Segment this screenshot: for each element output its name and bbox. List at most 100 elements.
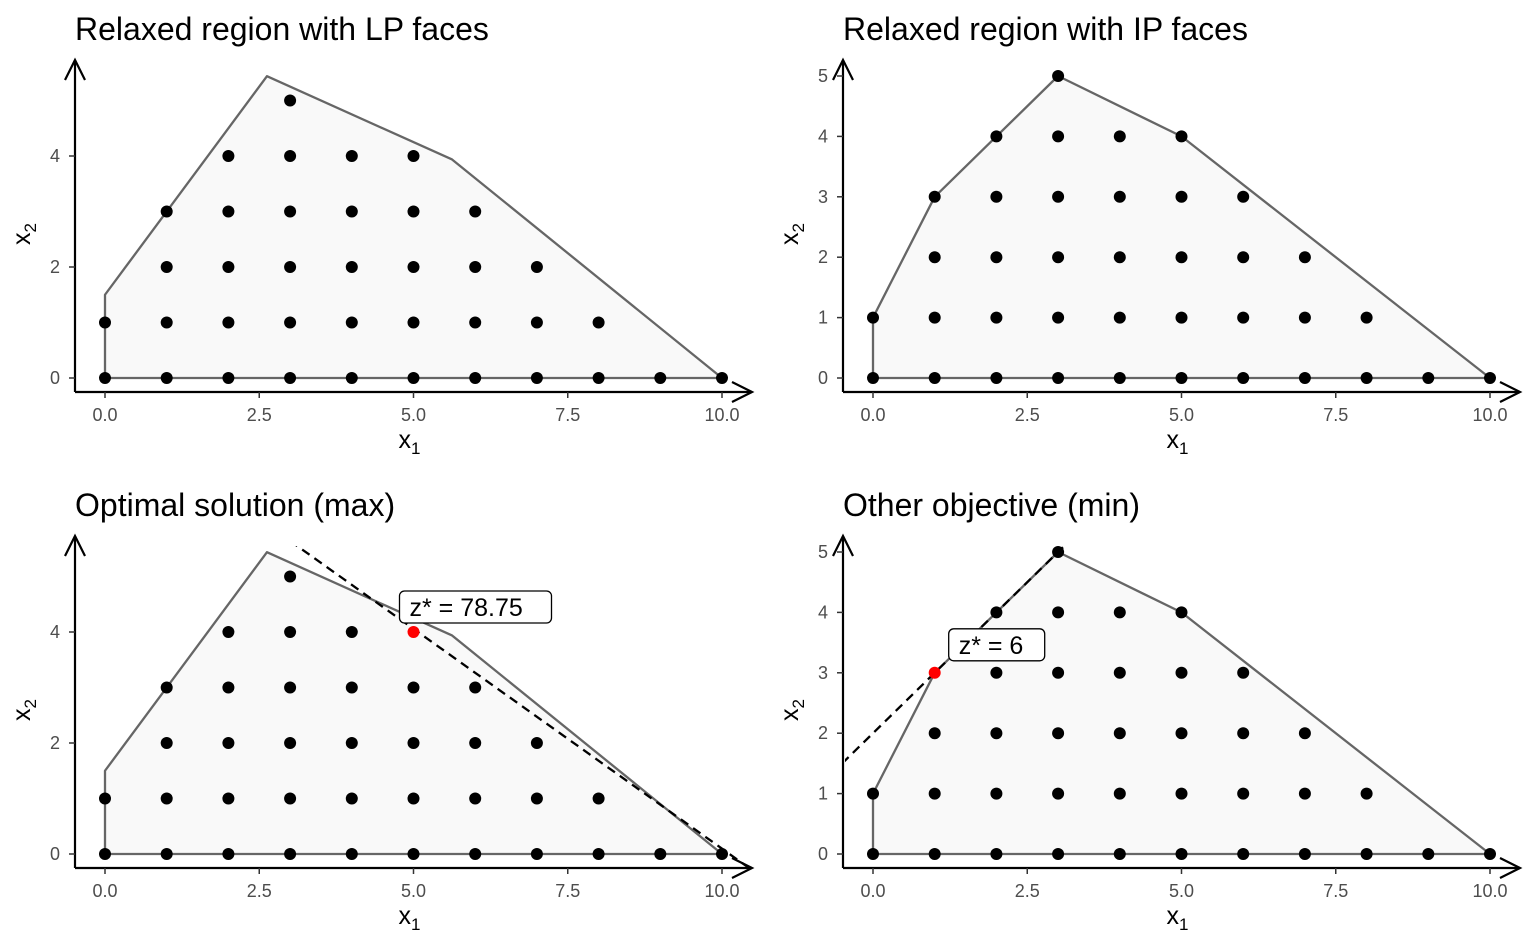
label-box	[948, 628, 1046, 662]
y-axis-arrow	[64, 57, 86, 81]
lattice-point	[530, 372, 543, 384]
lattice-point	[407, 681, 420, 694]
lattice-point	[1422, 372, 1435, 384]
x-tick-label: 0.0	[92, 405, 117, 425]
lattice-point	[1360, 311, 1373, 324]
lattice-point	[928, 372, 941, 384]
lattice-point	[222, 626, 235, 638]
y-axis-arrow	[832, 57, 854, 81]
lattice-point	[345, 372, 358, 384]
lattice-point	[284, 626, 297, 638]
lattice-point	[990, 251, 1003, 264]
lattice-point	[345, 626, 358, 638]
lattice-point	[222, 848, 235, 860]
lattice-point	[160, 737, 173, 749]
x-tick-label: 10.0	[704, 881, 739, 901]
lattice-point	[1052, 606, 1065, 619]
lattice-point	[222, 316, 235, 329]
lattice-point	[990, 311, 1003, 324]
lattice-point	[222, 150, 235, 162]
lattice-point	[1052, 130, 1065, 143]
lattice-point	[469, 316, 482, 329]
lattice-point	[407, 792, 420, 805]
lattice-point	[469, 261, 482, 273]
lattice-point	[1237, 666, 1250, 679]
lattice-point	[928, 311, 941, 324]
lattice-point	[160, 681, 173, 694]
lattice-point	[284, 848, 297, 860]
lattice-point	[1052, 251, 1065, 264]
lattice-point	[1298, 251, 1311, 264]
x-axis-label-subscript: 1	[411, 439, 420, 458]
lattice-point	[1298, 311, 1311, 324]
lattice-point	[1484, 848, 1496, 860]
lattice-point	[867, 372, 879, 384]
lattice-point	[99, 848, 111, 860]
lattice-point	[1237, 848, 1250, 860]
x-axis-label-subscript: 1	[1179, 915, 1188, 934]
y-tick-label: 4	[818, 126, 828, 146]
lattice-point	[160, 261, 173, 273]
lattice-point	[99, 792, 111, 805]
x-axis-arrow	[1499, 381, 1523, 403]
lattice-point	[530, 848, 543, 860]
optimal-point	[928, 666, 941, 679]
x-axis-label-main: x	[399, 426, 412, 454]
lattice-point	[1113, 606, 1126, 619]
x-tick-label: 5.0	[401, 405, 426, 425]
feasible-region	[103, 75, 724, 380]
y-tick-label: 5	[818, 542, 828, 562]
lattice-point	[160, 205, 173, 218]
y-tick-label: 0	[50, 368, 60, 388]
objective-line	[845, 546, 1066, 763]
label-text: z* = 6	[959, 632, 1024, 660]
lattice-point	[160, 372, 173, 384]
x-tick-label: 10.0	[1472, 405, 1507, 425]
y-tick-label: 3	[818, 663, 828, 683]
lattice-point	[1237, 787, 1250, 800]
x-tick-label: 7.5	[555, 881, 580, 901]
y-tick-label: 4	[50, 146, 60, 166]
lattice-point	[284, 372, 297, 384]
lattice-point	[1360, 848, 1373, 860]
lattice-point	[1113, 372, 1126, 384]
lattice-point	[407, 261, 420, 273]
lattice-point	[1113, 666, 1126, 679]
optimal-value-label: z* = 78.75	[398, 590, 553, 624]
lattice-point	[867, 787, 879, 800]
lattice-point	[1052, 666, 1065, 679]
lattice-point	[867, 848, 879, 860]
lattice-point	[1175, 190, 1188, 203]
lattice-point	[928, 251, 941, 264]
x-tick-label: 5.0	[401, 881, 426, 901]
feasible-region	[871, 550, 1492, 856]
y-tick-label: 0	[50, 844, 60, 864]
x-tick-label: 0.0	[860, 405, 885, 425]
panel-4: Other objective (min) 0.0 2.5 5.0 7.5 10.0 0 1 2…	[776, 487, 1523, 934]
lattice-point	[530, 261, 543, 273]
lattice-point	[1052, 848, 1065, 860]
x-tick-label: 2.5	[1015, 405, 1040, 425]
lattice-point	[1113, 311, 1126, 324]
panel-2: Relaxed region with IP faces 0.0 2.5 5.0 7.5…	[776, 11, 1523, 458]
lattice-point	[345, 792, 358, 805]
x-axis-label: x1	[399, 426, 421, 458]
x-tick-label: 5.0	[1169, 881, 1194, 901]
lattice-point	[284, 316, 297, 329]
x-axis-label-subscript: 1	[411, 915, 420, 934]
lattice-point	[1237, 190, 1250, 203]
lattice-point	[284, 205, 297, 218]
x-axis-label-main: x	[1167, 902, 1180, 930]
y-tick-label: 2	[50, 733, 60, 753]
lattice-point	[469, 737, 482, 749]
x-axis-label-main: x	[399, 902, 412, 930]
lattice-point	[928, 727, 941, 740]
lattice-point	[1237, 251, 1250, 264]
x-axis-arrow	[731, 381, 755, 403]
lattice-point	[345, 205, 358, 218]
panel-title: Other objective (min)	[843, 487, 1140, 523]
x-axis-arrow	[1499, 857, 1523, 879]
panel-1: Relaxed region with LP faces 0.0 2.5 5.0 7.5…	[8, 11, 755, 458]
lattice-point	[1052, 787, 1065, 800]
lattice-point	[716, 848, 728, 860]
